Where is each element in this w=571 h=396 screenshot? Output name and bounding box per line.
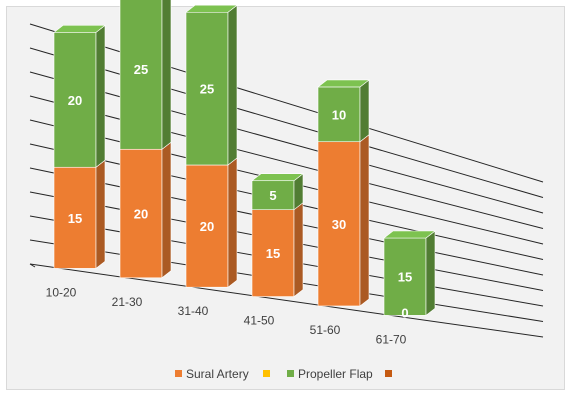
bar-segment-side bbox=[425, 230, 436, 316]
x-tick-label: 21-30 bbox=[112, 295, 143, 309]
bar-segment bbox=[53, 166, 97, 269]
data-label: 20 bbox=[68, 93, 82, 108]
gridline bbox=[29, 263, 544, 338]
legend-swatch bbox=[287, 370, 294, 377]
gridline bbox=[29, 95, 544, 229]
bar-group-41-50 bbox=[251, 173, 304, 298]
x-tick-label: 10-20 bbox=[46, 285, 77, 299]
floor-edge bbox=[29, 263, 36, 268]
bar-segment-side bbox=[359, 134, 370, 307]
bar-top bbox=[251, 173, 304, 182]
bar-segment-side bbox=[227, 157, 238, 288]
bar-top bbox=[317, 79, 370, 88]
x-tick-label: 31-40 bbox=[178, 304, 209, 318]
bar-segment bbox=[185, 164, 229, 288]
data-label: 25 bbox=[134, 62, 148, 77]
x-axis-ticks: 10-20 21-30 31-40 41-50 51-60 61-70 bbox=[46, 285, 407, 346]
bar-top bbox=[185, 4, 238, 13]
bar-segment bbox=[119, 0, 163, 150]
bar-segment-side bbox=[359, 79, 370, 143]
bar-group-61-70 bbox=[383, 230, 436, 316]
legend-label: Propeller Flap bbox=[298, 367, 373, 381]
gridlines bbox=[29, 23, 544, 338]
bar-top bbox=[53, 25, 106, 33]
data-label: 5 bbox=[269, 188, 276, 203]
bar-segment bbox=[251, 180, 295, 210]
bar-segment-side bbox=[161, 141, 172, 279]
gridline bbox=[29, 47, 544, 198]
bar-group-31-40 bbox=[185, 4, 238, 288]
bar-segment bbox=[317, 141, 361, 307]
gridline bbox=[29, 23, 544, 183]
bar-segment-side bbox=[161, 0, 172, 150]
legend: Sural Artery Propeller Flap bbox=[175, 367, 392, 381]
legend-swatch bbox=[385, 370, 392, 377]
bar-segment bbox=[251, 209, 295, 297]
bars: 15 20 20 25 20 25 15 5 30 10 15 0 bbox=[53, 0, 436, 320]
data-label: 25 bbox=[200, 82, 214, 97]
bar-group-51-60 bbox=[317, 79, 370, 307]
data-label: 15 bbox=[266, 246, 280, 261]
data-label: 15 bbox=[68, 211, 82, 226]
bar-segment-side bbox=[95, 159, 106, 270]
legend-label: Sural Artery bbox=[186, 367, 249, 381]
data-label: 20 bbox=[134, 207, 148, 222]
data-label: 0 bbox=[401, 305, 408, 320]
bar-top bbox=[383, 230, 436, 239]
x-tick-label: 51-60 bbox=[310, 323, 341, 337]
bar-segment bbox=[185, 11, 229, 166]
gridline bbox=[29, 71, 544, 214]
bar-segment-side bbox=[293, 202, 304, 298]
data-label: 20 bbox=[200, 219, 214, 234]
bar-segment bbox=[383, 237, 427, 316]
legend-swatch bbox=[263, 370, 270, 377]
bar-segment-side bbox=[227, 4, 238, 166]
x-tick-label: 61-70 bbox=[376, 332, 407, 346]
legend-swatch bbox=[175, 370, 182, 377]
bar-group-21-30 bbox=[119, 0, 172, 279]
x-tick-label: 41-50 bbox=[244, 314, 275, 328]
data-label: 30 bbox=[332, 217, 346, 232]
data-label: 10 bbox=[332, 107, 346, 122]
data-label: 15 bbox=[398, 270, 412, 285]
bar-group-10-20 bbox=[53, 24, 106, 270]
bar-segment-side bbox=[95, 24, 106, 168]
